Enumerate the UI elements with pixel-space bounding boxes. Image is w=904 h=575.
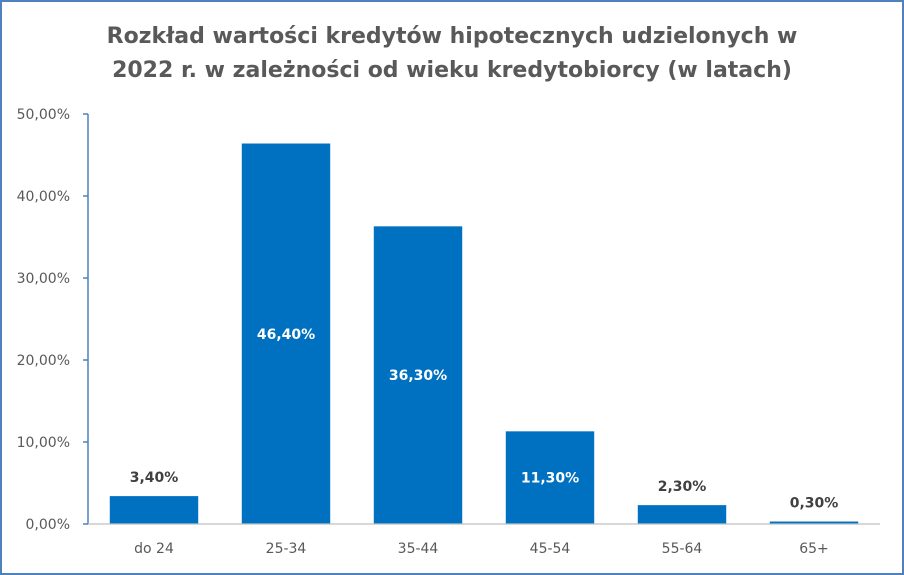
chart-title: Rozkład wartości kredytów hipotecznych u… (0, 20, 904, 88)
bar-35-44 (373, 226, 463, 524)
bar-25-34 (241, 143, 331, 524)
data-label: 3,40% (130, 470, 179, 486)
x-tick-label: do 24 (134, 541, 174, 557)
bar-55-64 (637, 505, 727, 524)
x-tick-label: 45-54 (530, 541, 571, 557)
data-label: 36,30% (389, 368, 447, 384)
y-tick-label: 0,00% (26, 517, 70, 533)
y-tick-label: 10,00% (17, 435, 70, 451)
bar-45-54 (505, 431, 595, 524)
y-tick-label: 20,00% (17, 353, 70, 369)
x-tick-label: 25-34 (266, 541, 307, 557)
chart-title-line-2: 2022 r. w zależności od wieku kredytobio… (112, 58, 792, 83)
y-tick-label: 50,00% (17, 107, 70, 123)
bar-65+ (769, 521, 859, 524)
chart-title-line-1: Rozkład wartości kredytów hipotecznych u… (106, 24, 798, 49)
data-label: 11,30% (521, 471, 579, 487)
y-tick-label: 40,00% (17, 189, 70, 205)
x-tick-label: 55-64 (662, 541, 703, 557)
data-label: 46,40% (257, 327, 315, 343)
y-tick-label: 30,00% (17, 271, 70, 287)
x-tick-label: 35-44 (398, 541, 439, 557)
bar-do-24 (109, 496, 199, 524)
data-label: 0,30% (790, 496, 839, 512)
data-label: 2,30% (658, 479, 707, 495)
x-tick-label: 65+ (799, 541, 829, 557)
